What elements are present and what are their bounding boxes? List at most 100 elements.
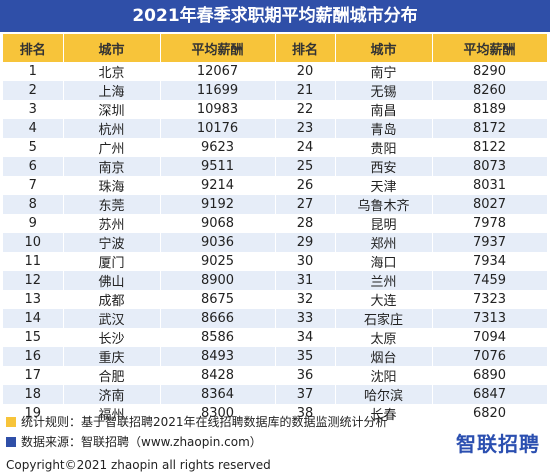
copyright: Copyright©2021 zhaopin all rights reserv… bbox=[0, 455, 550, 475]
salary-cell: 7459 bbox=[432, 271, 548, 290]
city-cell: 长沙 bbox=[63, 328, 161, 347]
rank-cell: 7 bbox=[3, 176, 64, 195]
salary-cell: 11699 bbox=[160, 81, 276, 100]
blue-square-icon bbox=[6, 437, 16, 447]
salary-cell: 8073 bbox=[432, 157, 548, 176]
salary-cell: 7978 bbox=[432, 214, 548, 233]
rank-cell: 12 bbox=[3, 271, 64, 290]
salary-table: 排名 城市 平均薪酬 排名 城市 平均薪酬 1 北京 12067 20 南宁 8290 2 上… bbox=[3, 34, 548, 423]
page-title: 2021年春季求职期平均薪酬城市分布 bbox=[0, 0, 550, 32]
rank-cell: 37 bbox=[275, 385, 336, 404]
table-row: 2 上海 11699 21 无锡 8260 bbox=[3, 81, 548, 100]
rank-cell: 9 bbox=[3, 214, 64, 233]
rank-cell: 17 bbox=[3, 366, 64, 385]
rank-cell: 14 bbox=[3, 309, 64, 328]
city-cell: 乌鲁木齐 bbox=[335, 195, 433, 214]
header-rank: 排名 bbox=[3, 34, 64, 62]
salary-cell: 8586 bbox=[160, 328, 276, 347]
city-cell: 南宁 bbox=[335, 62, 433, 81]
rank-cell: 4 bbox=[3, 119, 64, 138]
rank-cell: 21 bbox=[275, 81, 336, 100]
salary-cell: 7076 bbox=[432, 347, 548, 366]
city-cell: 南昌 bbox=[335, 100, 433, 119]
city-cell: 烟台 bbox=[335, 347, 433, 366]
salary-cell: 8260 bbox=[432, 81, 548, 100]
salary-cell: 12067 bbox=[160, 62, 276, 81]
rank-cell: 30 bbox=[275, 252, 336, 271]
salary-cell: 8493 bbox=[160, 347, 276, 366]
city-cell: 贵阳 bbox=[335, 138, 433, 157]
city-cell: 合肥 bbox=[63, 366, 161, 385]
city-cell: 广州 bbox=[63, 138, 161, 157]
rank-cell: 27 bbox=[275, 195, 336, 214]
salary-cell: 7934 bbox=[432, 252, 548, 271]
table-row: 13 成都 8675 32 大连 7323 bbox=[3, 290, 548, 309]
city-cell: 宁波 bbox=[63, 233, 161, 252]
city-cell: 长春 bbox=[335, 404, 433, 423]
salary-cell: 6890 bbox=[432, 366, 548, 385]
table-row: 14 武汉 8666 33 石家庄 7313 bbox=[3, 309, 548, 328]
rank-cell: 25 bbox=[275, 157, 336, 176]
salary-cell: 8300 bbox=[160, 404, 276, 423]
legend-rule: 统计规则：基于智联招聘2021年在线招聘数据库的数据监测统计分析 bbox=[6, 414, 388, 430]
salary-cell: 8290 bbox=[432, 62, 548, 81]
city-cell: 佛山 bbox=[63, 271, 161, 290]
rank-cell: 28 bbox=[275, 214, 336, 233]
rank-cell: 15 bbox=[3, 328, 64, 347]
salary-cell: 9511 bbox=[160, 157, 276, 176]
salary-cell: 10176 bbox=[160, 119, 276, 138]
rank-cell: 24 bbox=[275, 138, 336, 157]
table-row: 7 珠海 9214 26 天津 8031 bbox=[3, 176, 548, 195]
rank-cell: 2 bbox=[3, 81, 64, 100]
salary-cell: 9214 bbox=[160, 176, 276, 195]
table-row: 5 广州 9623 24 贵阳 8122 bbox=[3, 138, 548, 157]
header-rank: 排名 bbox=[275, 34, 336, 62]
zhaopin-logo: 智联招聘 bbox=[456, 432, 540, 456]
salary-cell: 7313 bbox=[432, 309, 548, 328]
rank-cell: 29 bbox=[275, 233, 336, 252]
city-cell: 无锡 bbox=[335, 81, 433, 100]
city-cell: 厦门 bbox=[63, 252, 161, 271]
salary-cell: 8675 bbox=[160, 290, 276, 309]
salary-cell: 8666 bbox=[160, 309, 276, 328]
legend-source-text: 数据来源：智联招聘（www.zhaopin.com） bbox=[21, 435, 262, 449]
rank-cell: 13 bbox=[3, 290, 64, 309]
city-cell: 成都 bbox=[63, 290, 161, 309]
city-cell: 海口 bbox=[335, 252, 433, 271]
rank-cell: 32 bbox=[275, 290, 336, 309]
yellow-square-icon bbox=[6, 417, 16, 427]
salary-cell: 8428 bbox=[160, 366, 276, 385]
rank-cell: 11 bbox=[3, 252, 64, 271]
rank-cell: 19 bbox=[3, 404, 64, 423]
salary-cell: 9623 bbox=[160, 138, 276, 157]
city-cell: 郑州 bbox=[335, 233, 433, 252]
table-row: 16 重庆 8493 35 烟台 7076 bbox=[3, 347, 548, 366]
city-cell: 沈阳 bbox=[335, 366, 433, 385]
city-cell: 青岛 bbox=[335, 119, 433, 138]
rank-cell: 18 bbox=[3, 385, 64, 404]
city-cell: 杭州 bbox=[63, 119, 161, 138]
rank-cell: 33 bbox=[275, 309, 336, 328]
table-row: 17 合肥 8428 36 沈阳 6890 bbox=[3, 366, 548, 385]
rank-cell: 5 bbox=[3, 138, 64, 157]
rank-cell: 1 bbox=[3, 62, 64, 81]
salary-cell: 8122 bbox=[432, 138, 548, 157]
city-cell: 武汉 bbox=[63, 309, 161, 328]
salary-cell: 8364 bbox=[160, 385, 276, 404]
city-cell: 天津 bbox=[335, 176, 433, 195]
rank-cell: 35 bbox=[275, 347, 336, 366]
rank-cell: 31 bbox=[275, 271, 336, 290]
city-cell: 苏州 bbox=[63, 214, 161, 233]
salary-cell: 9068 bbox=[160, 214, 276, 233]
city-cell: 昆明 bbox=[335, 214, 433, 233]
table-row: 15 长沙 8586 34 太原 7094 bbox=[3, 328, 548, 347]
table-row: 12 佛山 8900 31 兰州 7459 bbox=[3, 271, 548, 290]
table-row: 8 东莞 9192 27 乌鲁木齐 8027 bbox=[3, 195, 548, 214]
city-cell: 北京 bbox=[63, 62, 161, 81]
table-row: 1 北京 12067 20 南宁 8290 bbox=[3, 62, 548, 81]
city-cell: 东莞 bbox=[63, 195, 161, 214]
rank-cell: 16 bbox=[3, 347, 64, 366]
salary-cell: 8031 bbox=[432, 176, 548, 195]
city-cell: 深圳 bbox=[63, 100, 161, 119]
